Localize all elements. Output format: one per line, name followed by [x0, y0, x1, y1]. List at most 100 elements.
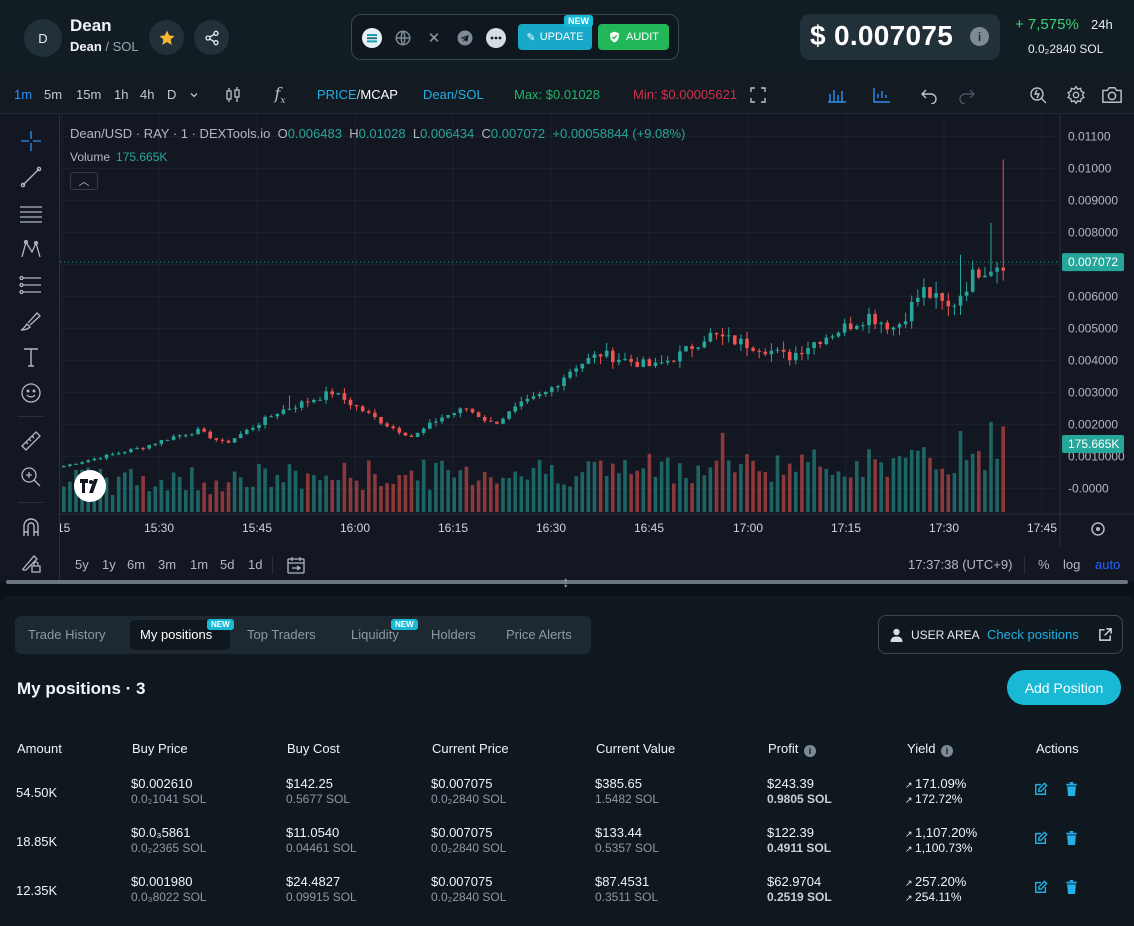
tab-holders[interactable]: Holders [431, 627, 476, 642]
volume-bar [696, 465, 700, 512]
cell-buy-cost: $142.25 [286, 776, 333, 791]
horizontal-lines-icon[interactable] [18, 200, 44, 226]
interval-4h[interactable]: 4h [140, 87, 155, 102]
candle-body [885, 322, 890, 330]
chart-stats-icon[interactable] [871, 84, 893, 106]
chart-clock[interactable]: 17:37:38 (UTC+9) [908, 557, 1013, 572]
range-1y[interactable]: 1y [102, 557, 116, 572]
tab-my-positions[interactable]: My positions [140, 627, 213, 642]
range-5d[interactable]: 5d [220, 557, 235, 572]
globe-icon[interactable] [393, 28, 413, 48]
x-tick-label: 17:30 [929, 521, 959, 535]
range-1m[interactable]: 1m [190, 557, 209, 572]
tab-top-traders[interactable]: Top Traders [247, 627, 316, 642]
pattern-icon[interactable] [18, 236, 44, 262]
interval-1m[interactable]: 1m [14, 87, 33, 102]
edit-icon[interactable] [1034, 880, 1048, 897]
percent-toggle[interactable]: % [1038, 557, 1050, 572]
volume-bars-icon[interactable] [826, 84, 848, 106]
solana-icon[interactable] [362, 28, 382, 48]
cell-profit: $62.9704 [767, 874, 822, 889]
tab-liquidity[interactable]: Liquidity [351, 627, 399, 642]
date-range-icon[interactable] [286, 555, 306, 578]
settings-icon[interactable] [1065, 84, 1087, 106]
camera-icon[interactable] [1101, 84, 1123, 106]
resize-vertical-icon[interactable]: ↕ [562, 574, 570, 591]
add-position-button[interactable]: Add Position [1007, 670, 1121, 705]
brush-icon[interactable] [18, 308, 44, 334]
crosshair-icon[interactable] [18, 128, 44, 154]
edit-icon[interactable] [1034, 782, 1048, 799]
undo-icon[interactable] [918, 84, 940, 106]
volume-bar [507, 478, 511, 512]
price-toggle[interactable]: PRICE [317, 87, 357, 102]
cell-cur-price: $0.007075 [431, 825, 493, 840]
candle-body [116, 453, 121, 455]
candle-body [141, 448, 145, 450]
tab-price-alerts[interactable]: Price Alerts [506, 627, 572, 642]
pair-toggle[interactable]: Dean/SOL [423, 87, 484, 102]
auto-scale-toggle[interactable]: auto [1095, 557, 1121, 572]
lock-draw-icon[interactable] [18, 550, 44, 576]
range-5y[interactable]: 5y [75, 557, 89, 572]
price-chart[interactable]: 0.011000.010000.0090000.0080000.0070000.… [0, 114, 1134, 582]
candle-body [251, 427, 255, 430]
volume-bar [495, 483, 499, 512]
change-period: 24h [1091, 17, 1113, 32]
emoji-icon[interactable] [18, 380, 44, 406]
info-icon[interactable]: i [941, 745, 954, 757]
redo-icon[interactable] [956, 84, 978, 106]
update-button[interactable]: ✎ UPDATE [518, 24, 592, 50]
zoom-in-icon[interactable] [18, 464, 44, 490]
candle-body [513, 406, 517, 412]
info-icon[interactable]: i [970, 27, 989, 46]
mcap-toggle[interactable]: MCAP [360, 87, 398, 102]
indicators-icon[interactable]: fx [274, 83, 286, 107]
chevron-down-icon[interactable] [183, 84, 205, 106]
candle-body [196, 428, 200, 435]
candle-body [946, 300, 951, 307]
fib-icon[interactable] [18, 272, 44, 298]
x-twitter-icon[interactable]: ✕ [427, 30, 441, 47]
edit-icon[interactable] [1034, 831, 1048, 848]
candle-body [958, 295, 963, 306]
cell-cur-price-sol: 0.0₂2840 SOL [431, 792, 507, 806]
tradingview-logo[interactable] [74, 470, 106, 502]
tab-trade-history[interactable]: Trade History [28, 627, 106, 642]
check-positions-link[interactable]: Check positions [987, 627, 1079, 642]
interval-d[interactable]: D [167, 87, 177, 102]
fullscreen-icon[interactable] [747, 84, 769, 106]
range-3m[interactable]: 3m [158, 557, 177, 572]
trash-icon[interactable] [1065, 880, 1078, 897]
info-icon[interactable]: i [803, 745, 816, 757]
trend-line-icon[interactable] [18, 164, 44, 190]
favorite-button[interactable] [149, 20, 184, 55]
user-area[interactable]: USER AREA Check positions [878, 615, 1123, 654]
trash-icon[interactable] [1065, 831, 1078, 848]
range-1d[interactable]: 1d [248, 557, 263, 572]
ruler-icon[interactable] [18, 428, 44, 454]
interval-5m[interactable]: 5m [44, 87, 63, 102]
candle-body [824, 337, 829, 345]
external-link-icon[interactable] [1098, 627, 1113, 642]
magnet-icon[interactable] [18, 514, 44, 540]
candle-type-icon[interactable] [222, 84, 244, 106]
log-toggle[interactable]: log [1063, 557, 1081, 572]
axis-settings-icon-center [1096, 527, 1100, 531]
candlestick-chart[interactable]: 0.011000.010000.0090000.0080000.0070000.… [60, 114, 1134, 548]
audit-button[interactable]: AUDIT [598, 24, 669, 50]
trash-icon[interactable] [1065, 782, 1078, 799]
interval-15m[interactable]: 15m [76, 87, 102, 102]
collapse-legend-button[interactable]: ︿ [70, 172, 98, 190]
telegram-icon[interactable] [455, 28, 475, 48]
range-6m[interactable]: 6m [127, 557, 146, 572]
interval-1h[interactable]: 1h [114, 87, 129, 102]
candle-body [635, 361, 639, 367]
text-tool-icon[interactable] [18, 344, 44, 370]
panel-resizer[interactable] [6, 580, 1128, 584]
share-button[interactable] [194, 20, 229, 55]
candle-body [525, 398, 530, 402]
more-icon[interactable] [486, 28, 506, 48]
quick-search-icon[interactable] [1027, 84, 1049, 106]
price-mcap-toggle[interactable]: PRICE/MCAP [317, 87, 398, 102]
